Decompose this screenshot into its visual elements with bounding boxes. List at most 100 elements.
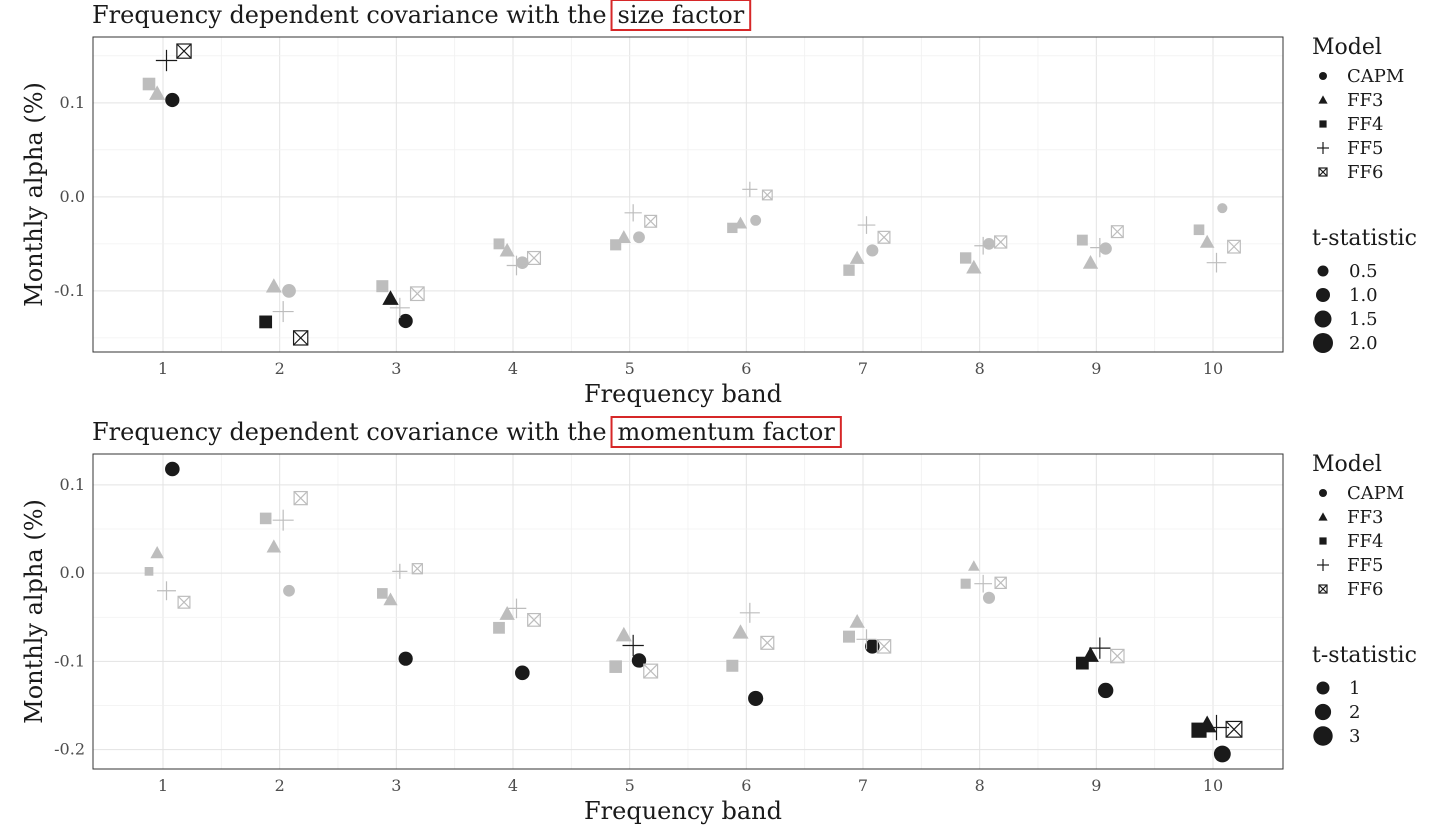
- legend-label-ff6: FF6: [1347, 162, 1383, 183]
- point-capm: [1097, 682, 1114, 699]
- y-tick-label: 0.1: [60, 475, 85, 494]
- point-ff3: [615, 626, 632, 642]
- chart-title: Frequency dependent covariance with the: [92, 418, 607, 446]
- x-tick-label: 9: [1091, 776, 1101, 795]
- point-ff5: [392, 563, 408, 579]
- point-ff6: [876, 639, 892, 654]
- point-ff4: [493, 238, 505, 250]
- chart-panel-2: Frequency dependent covariance with the m…: [20, 416, 1417, 825]
- point-capm: [398, 313, 413, 329]
- point-ff6: [176, 43, 192, 59]
- legend-key-ff5: [1317, 142, 1329, 154]
- y-tick-label: -0.1: [54, 281, 85, 300]
- point-ff6: [1110, 225, 1124, 239]
- x-tick-label: 6: [741, 359, 751, 378]
- point-ff3: [383, 592, 398, 606]
- x-tick-label: 1: [158, 776, 168, 795]
- point-capm: [1213, 745, 1231, 763]
- point-ff6: [409, 286, 425, 302]
- point-ff6: [527, 612, 541, 627]
- legend-size-key: [1314, 310, 1332, 328]
- legend-size-label: 1.5: [1349, 309, 1378, 330]
- point-ff6: [177, 595, 191, 609]
- legend-key-ff5: [1317, 559, 1329, 571]
- legend-model: Model CAPM FF3 FF4 FF5 FF6: [1312, 35, 1404, 183]
- point-ff3: [266, 539, 282, 553]
- point-ff3: [265, 278, 282, 293]
- legend-size-key: [1313, 726, 1333, 746]
- legend-model-title: Model: [1312, 35, 1382, 60]
- legend-size-label: 1.0: [1349, 285, 1378, 306]
- legend-label-ff5: FF5: [1347, 555, 1383, 576]
- point-ff4: [960, 578, 971, 589]
- legend-size-label: 3: [1349, 726, 1360, 747]
- legend-key-capm: [1319, 489, 1327, 497]
- legend-label-ff4: FF4: [1347, 531, 1383, 552]
- point-ff3: [849, 250, 865, 264]
- point-ff5: [622, 634, 644, 657]
- point-ff6: [643, 663, 659, 679]
- point-ff4: [1076, 234, 1088, 246]
- gridlines: [93, 454, 1283, 769]
- point-ff4: [726, 659, 739, 672]
- point-capm: [398, 651, 413, 666]
- y-tick-label: 0.1: [60, 93, 85, 112]
- point-ff5: [157, 581, 176, 601]
- point-ff3: [849, 613, 865, 628]
- x-tick-label: 2: [275, 776, 285, 795]
- point-ff6: [1225, 720, 1243, 738]
- point-ff5: [506, 598, 527, 619]
- point-capm: [982, 591, 996, 604]
- point-capm: [1099, 242, 1112, 255]
- data-points: [142, 43, 1241, 346]
- point-ff3: [382, 290, 399, 305]
- point-capm: [283, 584, 295, 597]
- point-ff3: [966, 259, 982, 274]
- y-tick-label: 0.0: [60, 187, 85, 206]
- point-ff3: [499, 606, 515, 620]
- legend-tstat: t-statistic 0.5 1.0 1.5 2.0: [1312, 226, 1417, 354]
- point-capm: [750, 214, 762, 226]
- legend-label-ff4: FF4: [1347, 114, 1383, 135]
- x-tick-label: 3: [391, 359, 401, 378]
- y-axis-label: Monthly alpha (%): [20, 499, 48, 724]
- point-ff6: [1227, 239, 1241, 254]
- legend-size-label: 2: [1349, 702, 1360, 723]
- point-ff5: [974, 574, 993, 593]
- point-ff6: [760, 635, 775, 650]
- point-ff4: [142, 77, 156, 91]
- legend-label-capm: CAPM: [1347, 66, 1404, 87]
- point-ff5: [974, 236, 993, 255]
- point-ff3: [1082, 255, 1099, 269]
- point-ff3: [732, 624, 749, 639]
- x-axis-label: Frequency band: [584, 797, 782, 825]
- point-ff5: [272, 509, 294, 531]
- chart-title-highlight: momentum factor: [618, 418, 836, 446]
- point-capm: [516, 256, 529, 269]
- point-capm: [282, 283, 296, 298]
- x-tick-label: 5: [625, 776, 635, 795]
- plot-frame: [92, 36, 1284, 353]
- point-capm: [866, 244, 879, 257]
- point-ff4: [610, 239, 622, 251]
- x-tick-label: 2: [275, 359, 285, 378]
- data-points: [144, 461, 1243, 763]
- point-ff4: [1193, 224, 1205, 236]
- point-ff5: [389, 297, 410, 318]
- point-ff5: [155, 49, 178, 72]
- point-ff6: [877, 230, 891, 244]
- point-ff5: [739, 602, 760, 623]
- x-tick-label: 8: [975, 359, 985, 378]
- legend-tstat-title: t-statistic: [1312, 226, 1417, 251]
- point-ff6: [994, 576, 1007, 590]
- legend-model-title: Model: [1312, 452, 1382, 477]
- legend-key-ff4: [1319, 537, 1327, 545]
- y-axis-label: Monthly alpha (%): [20, 82, 48, 307]
- x-tick-label: 4: [508, 776, 518, 795]
- point-ff6: [411, 563, 423, 575]
- chart-panel-1: Frequency dependent covariance with the s…: [20, 0, 1417, 408]
- point-ff6: [994, 235, 1008, 249]
- point-capm: [865, 639, 880, 654]
- legend-size-label: 0.5: [1349, 261, 1378, 282]
